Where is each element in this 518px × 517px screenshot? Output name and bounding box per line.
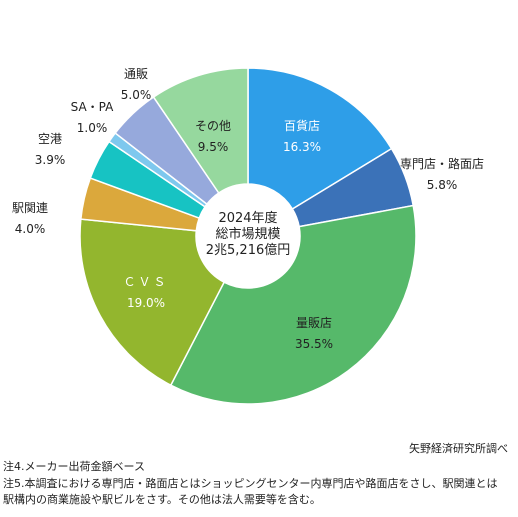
slice-value-label-2: 5.8% <box>427 178 458 192</box>
slice-value-label-4: 19.0% <box>127 296 165 310</box>
slice-name-label-5: 駅関連 <box>12 201 48 215</box>
slice-name-label-6: 空港 <box>38 132 62 146</box>
donut-chart: 百貨店 16.3% 専門店・路面店 5.8% 量販店 35.5% ＣＶＳ 19.0% 駅関連 4.… <box>0 0 518 460</box>
slice-name-label-2: 専門店・路面店 <box>400 156 484 171</box>
slice-name-label-7: SA・PA <box>71 100 115 114</box>
slice-value-label-7: 1.0% <box>77 121 108 135</box>
center-label-line-1: 2024年度 <box>218 210 277 226</box>
slice-value-label-8: 5.0% <box>121 88 152 102</box>
center-label-line-3: 2兆5,216億円 <box>206 242 291 258</box>
note-4: 注4.メーカー出荷金額ベース <box>3 460 145 474</box>
slice-value-label-9: 9.5% <box>198 140 229 154</box>
slice-name-label-3: 量販店 <box>296 316 332 330</box>
slice-value-label-3: 35.5% <box>295 337 333 351</box>
chart-svg: 百貨店 16.3% 専門店・路面店 5.8% 量販店 35.5% ＣＶＳ 19.0% 駅関連 4.… <box>0 0 518 460</box>
slice-name-label-9: その他 <box>195 119 231 133</box>
note-5-line2: 駅構内の商業施設や駅ビルをさす。その他は法人需要等を含む。 <box>3 493 321 507</box>
slice-name-label-1: 百貨店 <box>284 118 320 133</box>
center-label-line-2: 総市場規模 <box>215 226 280 242</box>
slice-value-label-5: 4.0% <box>15 222 46 236</box>
slice-name-label-8: 通販 <box>124 67 148 81</box>
slice-value-label-1: 16.3% <box>283 140 321 154</box>
slice-value-label-6: 3.9% <box>35 153 66 167</box>
note-5-line1: 注5.本調査における専門店・路面店とはショッピングセンター内専門店や路面店をさし… <box>3 477 498 491</box>
source-credit: 矢野経済研究所調べ <box>409 440 508 456</box>
slice-name-label-4: ＣＶＳ <box>123 275 168 289</box>
